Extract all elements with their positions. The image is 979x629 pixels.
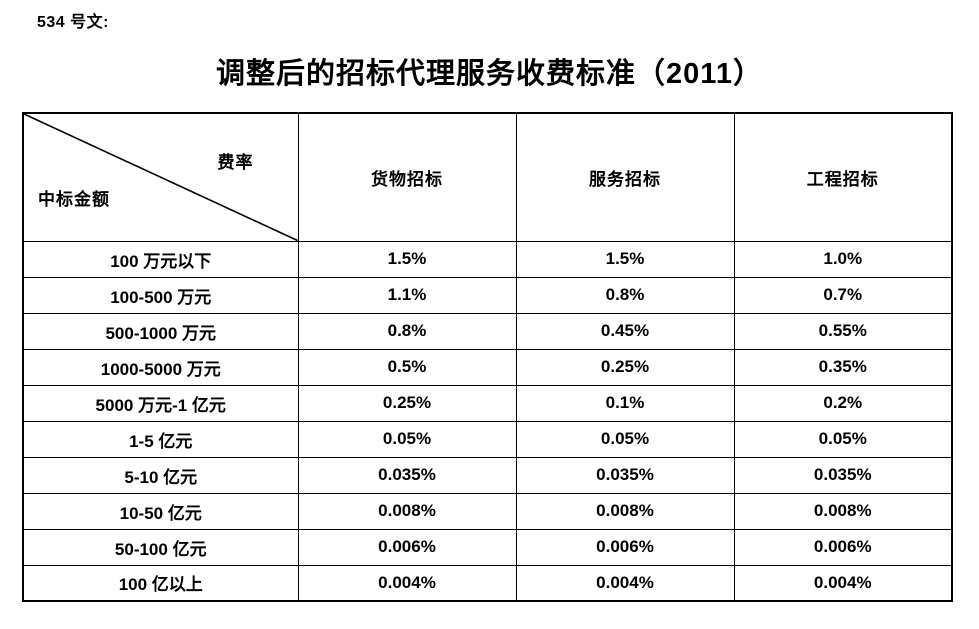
row-label: 50-100 亿元	[22, 528, 299, 566]
row-label: 100 亿以上	[22, 564, 299, 602]
column-header-engineering: 工程招标	[733, 112, 953, 242]
diagonal-divider-line	[24, 114, 298, 241]
corner-label-fee-rate: 费率	[217, 153, 254, 172]
fee-value: 0.008%	[515, 492, 735, 530]
fee-value: 0.25%	[515, 348, 735, 386]
fee-value: 0.55%	[733, 312, 953, 350]
row-label: 500-1000 万元	[22, 312, 299, 350]
fee-value: 0.2%	[733, 384, 953, 422]
fee-value: 0.004%	[297, 564, 517, 602]
fee-value: 0.05%	[733, 420, 953, 458]
fee-value: 0.25%	[297, 384, 517, 422]
fee-value: 0.004%	[733, 564, 953, 602]
row-label: 100 万元以下	[22, 240, 299, 278]
fee-value: 1.1%	[297, 276, 517, 314]
table-corner-cell: 费率 中标金额	[22, 112, 299, 242]
table-header-row: 费率 中标金额 货物招标 服务招标 工程招标	[22, 112, 953, 242]
row-label: 100-500 万元	[22, 276, 299, 314]
table-row: 10-50 亿元 0.008% 0.008% 0.008%	[22, 492, 953, 530]
row-label: 5000 万元-1 亿元	[22, 384, 299, 422]
fee-value: 1.0%	[733, 240, 953, 278]
table-row: 100-500 万元 1.1% 0.8% 0.7%	[22, 276, 953, 314]
row-label: 5-10 亿元	[22, 456, 299, 494]
fee-value: 0.1%	[515, 384, 735, 422]
fee-value: 0.7%	[733, 276, 953, 314]
row-label: 1-5 亿元	[22, 420, 299, 458]
fee-value: 0.008%	[733, 492, 953, 530]
column-header-services: 服务招标	[515, 112, 735, 242]
fee-value: 1.5%	[515, 240, 735, 278]
corner-label-bid-amount: 中标金额	[38, 190, 110, 209]
table-row: 5-10 亿元 0.035% 0.035% 0.035%	[22, 456, 953, 494]
table-row: 100 亿以上 0.004% 0.004% 0.004%	[22, 564, 953, 602]
column-header-goods: 货物招标	[297, 112, 517, 242]
fee-value: 0.006%	[733, 528, 953, 566]
fee-value: 0.35%	[733, 348, 953, 386]
table-row: 1-5 亿元 0.05% 0.05% 0.05%	[22, 420, 953, 458]
row-label: 10-50 亿元	[22, 492, 299, 530]
table-row: 100 万元以下 1.5% 1.5% 1.0%	[22, 240, 953, 278]
fee-value: 0.05%	[297, 420, 517, 458]
fee-value: 0.035%	[515, 456, 735, 494]
fee-value: 0.004%	[515, 564, 735, 602]
fee-value: 1.5%	[297, 240, 517, 278]
fee-value: 0.05%	[515, 420, 735, 458]
fee-value: 0.008%	[297, 492, 517, 530]
fee-value: 0.8%	[515, 276, 735, 314]
page-title: 调整后的招标代理服务收费标准（2011）	[216, 58, 763, 90]
document-number: 534 号文:	[37, 14, 109, 31]
fee-value: 0.035%	[297, 456, 517, 494]
fee-value: 0.45%	[515, 312, 735, 350]
row-label: 1000-5000 万元	[22, 348, 299, 386]
fee-value: 0.5%	[297, 348, 517, 386]
fee-standards-table: 费率 中标金额 货物招标 服务招标 工程招标 100 万元以下 1.5% 1.5…	[22, 112, 953, 602]
table-row: 1000-5000 万元 0.5% 0.25% 0.35%	[22, 348, 953, 386]
fee-value: 0.006%	[515, 528, 735, 566]
table-row: 5000 万元-1 亿元 0.25% 0.1% 0.2%	[22, 384, 953, 422]
table-row: 500-1000 万元 0.8% 0.45% 0.55%	[22, 312, 953, 350]
table-row: 50-100 亿元 0.006% 0.006% 0.006%	[22, 528, 953, 566]
fee-value: 0.8%	[297, 312, 517, 350]
fee-value: 0.035%	[733, 456, 953, 494]
fee-value: 0.006%	[297, 528, 517, 566]
